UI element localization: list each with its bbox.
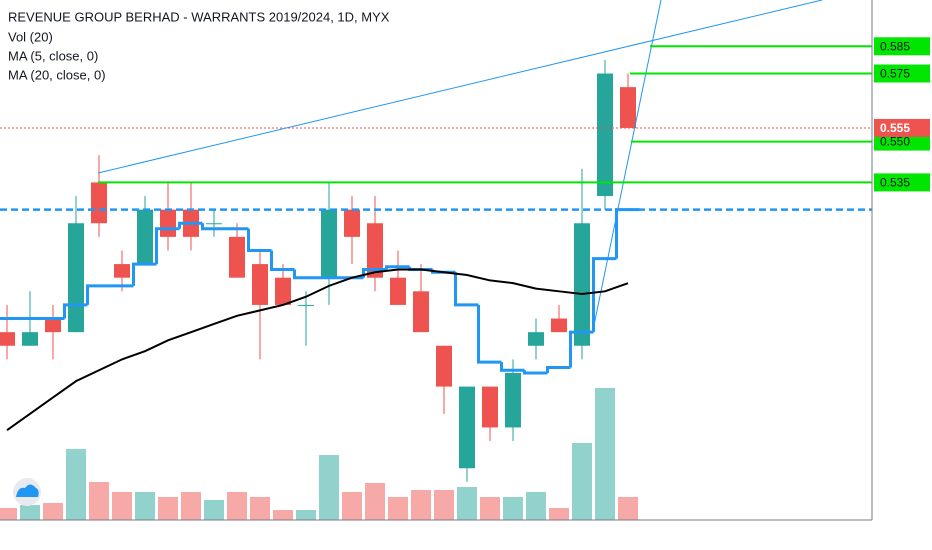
ma-step <box>270 250 295 272</box>
volume-bar <box>43 503 63 520</box>
candle-body <box>528 332 544 346</box>
price-axis <box>872 0 932 550</box>
ma-step <box>477 304 502 364</box>
volume-bar <box>457 487 477 520</box>
volume-bar <box>365 483 385 520</box>
volume-bar <box>618 497 638 520</box>
candle-body <box>367 223 383 278</box>
level-label: 0.550 <box>880 135 910 149</box>
volume-bar <box>595 388 615 520</box>
level-label-box <box>874 64 930 83</box>
ma-step <box>86 284 111 305</box>
legend-entry: Vol (20) <box>8 29 53 44</box>
volume-bar <box>273 510 293 520</box>
volume-bar <box>89 482 109 520</box>
ma-step <box>178 221 203 229</box>
ma-step <box>500 362 525 372</box>
candle-body <box>413 291 429 333</box>
volume-bar <box>411 490 431 520</box>
volume-bar <box>204 500 224 520</box>
volume-bar <box>572 443 592 520</box>
candle-body <box>482 386 498 428</box>
ma-step <box>546 366 571 373</box>
ma-line <box>6 268 629 431</box>
ma-step <box>592 257 617 333</box>
level-label: 0.535 <box>880 176 910 190</box>
candle-body <box>597 73 613 197</box>
ma-step <box>385 265 410 270</box>
ma-step <box>454 272 479 307</box>
candle-body <box>160 209 176 237</box>
legend-entry: MA (20, close, 0) <box>8 67 106 82</box>
candle-body <box>436 345 452 387</box>
candle-body <box>298 304 314 306</box>
volume-bar <box>503 497 523 520</box>
candle-body <box>68 223 84 333</box>
volume-bar <box>319 455 339 520</box>
volume-bar <box>227 492 247 520</box>
ma-step <box>132 262 157 286</box>
volume-bar <box>549 508 569 520</box>
level-label-box <box>874 173 930 192</box>
trend-line <box>97 0 823 174</box>
volume-bar <box>135 492 155 520</box>
candle-body <box>206 223 222 225</box>
candle-body <box>137 209 153 265</box>
volume-bar <box>434 490 454 520</box>
candle-body <box>229 236 245 278</box>
candle-body <box>344 209 360 237</box>
candle-body <box>574 223 590 346</box>
candle-body <box>620 87 636 128</box>
volume-bar <box>20 505 40 520</box>
candle-body <box>390 277 406 305</box>
volume-bar <box>181 492 201 520</box>
candle-body <box>22 332 38 346</box>
level-label-box <box>874 132 930 151</box>
level-label: 0.585 <box>880 39 910 53</box>
candle-body <box>0 332 15 346</box>
level-label: 0.575 <box>880 67 910 81</box>
volume-bar <box>342 492 362 520</box>
volume-bar <box>66 449 86 520</box>
time-axis <box>0 520 932 550</box>
candle-body <box>91 182 107 224</box>
logo <box>13 478 41 506</box>
ma-step <box>155 227 180 265</box>
legend-entry: MA (5, close, 0) <box>8 48 98 63</box>
chart-title: REVENUE GROUP BERHAD - WARRANTS 2019/202… <box>8 9 390 24</box>
volume-bar <box>158 497 178 520</box>
volume-bar <box>250 497 270 520</box>
volume-bar <box>296 510 316 520</box>
ma-step <box>63 303 88 319</box>
volume-bar <box>388 497 408 520</box>
candle-body <box>459 386 475 469</box>
candle-body <box>252 264 268 305</box>
candle-body <box>321 209 337 278</box>
candle-body <box>114 264 130 278</box>
overlay <box>0 45 872 431</box>
ma-step <box>201 223 226 231</box>
ma-step <box>247 228 272 252</box>
volume-bar <box>526 492 546 520</box>
last-price-box <box>874 118 930 137</box>
ma-step <box>569 330 594 368</box>
volume-bar <box>480 497 500 520</box>
volume-bar <box>0 508 17 520</box>
level-label-box <box>874 37 930 56</box>
candle-body <box>45 318 61 333</box>
trend-line <box>592 0 662 331</box>
volume-bar <box>112 492 132 520</box>
plot-area <box>0 59 638 520</box>
ma-step <box>523 370 548 375</box>
candle-body <box>551 318 567 333</box>
candle-body <box>275 277 291 305</box>
ma-step <box>293 269 318 280</box>
axis-labels: 0.585 0.575 0.550 0.535 0.555 <box>874 37 930 192</box>
last-price-label: 0.555 <box>880 121 910 135</box>
candle-body <box>505 372 521 428</box>
